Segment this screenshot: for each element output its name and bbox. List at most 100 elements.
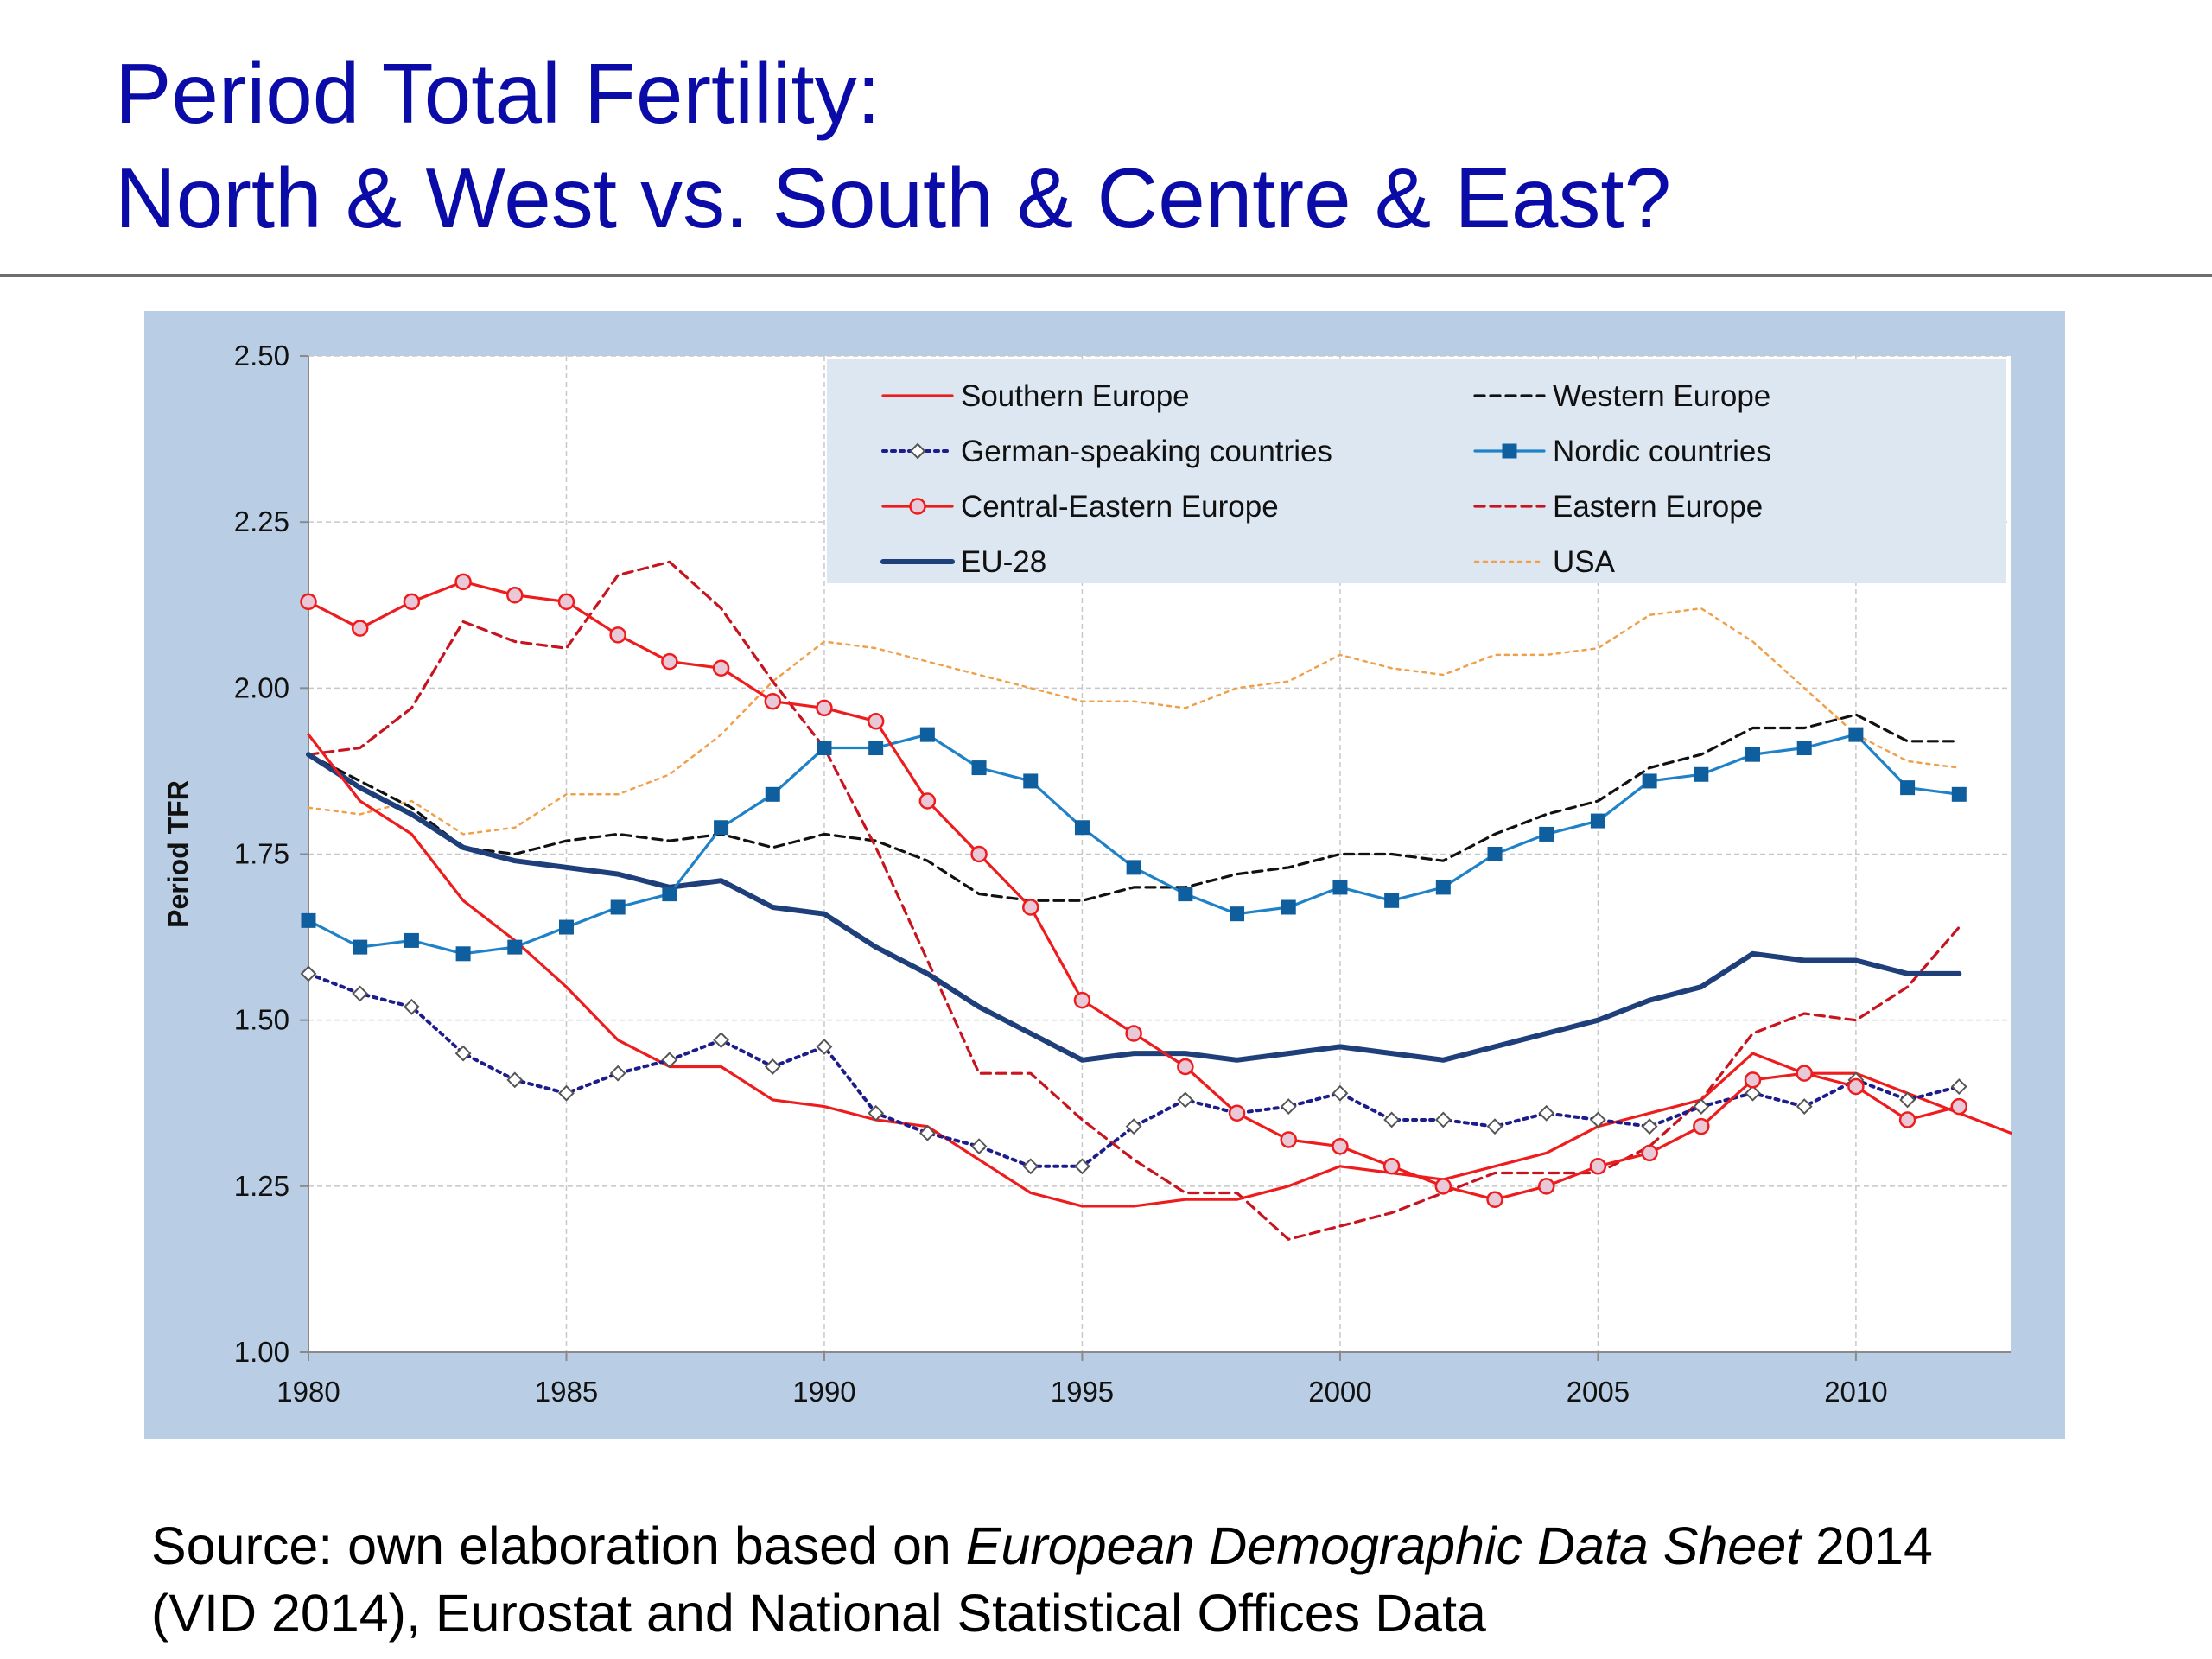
data-point-diamond — [1693, 1098, 1710, 1116]
data-point-square — [1502, 443, 1517, 459]
legend-label: Western Europe — [1553, 379, 1770, 413]
data-point-diamond — [1280, 1098, 1297, 1116]
data-point-diamond — [816, 1038, 833, 1055]
series-line-german-speaking-countries — [307, 971, 1961, 1168]
legend-label: Eastern Europe — [1553, 490, 1763, 524]
data-point-circle — [764, 692, 782, 710]
chart-panel: 1.00 1.25 1.50 1.75 2.00 2.25 2.50 1980 1985 1990… — [144, 311, 2065, 1439]
data-point-square — [404, 932, 419, 948]
series-line-western-europe — [307, 713, 1961, 902]
data-point-square — [610, 899, 626, 915]
legend-label: USA — [1553, 545, 1616, 579]
data-point-circle — [1486, 1191, 1503, 1208]
y-tick-label: 2.25 — [234, 505, 289, 537]
data-point-diamond — [454, 1045, 472, 1062]
data-point-circle — [1228, 1104, 1246, 1122]
series-german-speaking-countries — [300, 965, 1967, 1175]
legend-item: USA — [1473, 545, 1616, 579]
series-usa — [307, 607, 1961, 836]
series-line-southern-europe — [307, 733, 2012, 1208]
legend-label: Southern Europe — [961, 379, 1190, 413]
data-point-diamond — [713, 1032, 729, 1049]
data-point-circle — [1693, 1117, 1710, 1135]
data-point-square — [455, 946, 471, 962]
data-point-circle — [816, 699, 833, 717]
data-point-circle — [970, 845, 988, 863]
data-point-square — [1590, 813, 1605, 829]
data-point-square — [1281, 899, 1296, 915]
y-tick-label: 2.00 — [234, 671, 289, 703]
data-point-square — [1178, 887, 1193, 902]
source-line-1: Source: own elaboration based on Europea… — [151, 1512, 1933, 1580]
x-tick-label: 2005 — [1567, 1376, 1630, 1408]
data-point-square — [662, 887, 677, 902]
data-point-circle — [1280, 1131, 1297, 1148]
data-point-square — [1951, 786, 1967, 802]
slide-title-line-2: North & West vs. South & Centre & East? — [115, 150, 1672, 245]
data-point-diamond — [609, 1065, 626, 1082]
data-point-diamond — [558, 1084, 575, 1102]
data-point-diamond — [352, 985, 369, 1002]
source-suffix: 2014 — [1801, 1516, 1933, 1575]
data-point-circle — [1125, 1025, 1142, 1042]
legend-item: Eastern Europe — [1473, 490, 1763, 524]
data-point-circle — [1847, 1077, 1865, 1096]
y-tick-label: 1.25 — [234, 1170, 289, 1202]
title-divider — [0, 274, 2212, 276]
source-prefix: Source: own elaboration based on — [151, 1516, 966, 1575]
y-tick-label: 1.75 — [234, 838, 289, 870]
x-tick-label: 1995 — [1051, 1376, 1114, 1408]
source-line-2: (VID 2014), Eurostat and National Statis… — [151, 1584, 1486, 1643]
series-line-usa — [307, 607, 1961, 836]
x-tick-label: 2010 — [1824, 1376, 1887, 1408]
data-point-diamond — [1074, 1158, 1090, 1175]
y-axis-title: Period TFR — [162, 780, 194, 928]
series-nordic-countries — [301, 727, 1967, 962]
data-point-square — [1074, 820, 1090, 836]
y-tick-label: 1.00 — [234, 1336, 289, 1368]
data-point-square — [765, 786, 780, 802]
data-point-diamond — [661, 1052, 678, 1069]
data-point-diamond — [1745, 1084, 1761, 1102]
series-eu-28 — [306, 752, 1962, 1063]
y-tick-label: 2.50 — [234, 340, 289, 372]
data-point-square — [1900, 780, 1916, 796]
data-point-square — [1539, 826, 1554, 842]
data-point-square — [558, 919, 574, 935]
data-point-diamond — [506, 1071, 524, 1089]
data-point-circle — [454, 573, 472, 591]
data-point-diamond — [1950, 1078, 1967, 1095]
data-point-diamond — [918, 1124, 936, 1141]
legend-item: Central-Eastern Europe — [881, 490, 1279, 524]
data-point-circle — [1434, 1178, 1452, 1195]
data-point-square — [714, 820, 729, 836]
data-point-circle — [609, 626, 626, 644]
legend-item: Southern Europe — [881, 379, 1190, 413]
data-point-circle — [506, 586, 524, 604]
source-note: Source: own elaboration based on Europea… — [151, 1512, 1933, 1647]
data-point-circle — [661, 652, 678, 671]
data-point-circle — [1589, 1158, 1607, 1175]
data-point-circle — [300, 593, 317, 611]
data-point-square — [971, 760, 987, 776]
legend-label: Nordic countries — [1553, 435, 1771, 468]
data-point-diamond — [1796, 1098, 1813, 1116]
data-point-diamond — [764, 1058, 781, 1075]
data-point-square — [1023, 773, 1039, 789]
data-point-diamond — [970, 1138, 988, 1155]
source-publication: European Demographic Data Sheet — [965, 1516, 1802, 1575]
data-point-circle — [1950, 1097, 1968, 1116]
data-point-square — [1487, 847, 1503, 861]
data-point-diamond — [1434, 1111, 1452, 1128]
fertility-chart: 1.00 1.25 1.50 1.75 2.00 2.25 2.50 1980 1985 1990… — [162, 340, 2012, 1408]
series-southern-europe — [307, 733, 2012, 1208]
data-point-square — [1745, 747, 1761, 762]
legend-item: EU-28 — [880, 545, 1046, 579]
legend-box — [827, 359, 2006, 583]
x-tick-label: 2000 — [1308, 1376, 1371, 1408]
data-point-circle — [918, 792, 937, 810]
x-tick-label: 1985 — [535, 1376, 598, 1408]
legend: Southern Europe Western Europe German-spea… — [827, 359, 2006, 583]
data-point-diamond — [1641, 1118, 1658, 1135]
data-point-circle — [1796, 1065, 1813, 1082]
